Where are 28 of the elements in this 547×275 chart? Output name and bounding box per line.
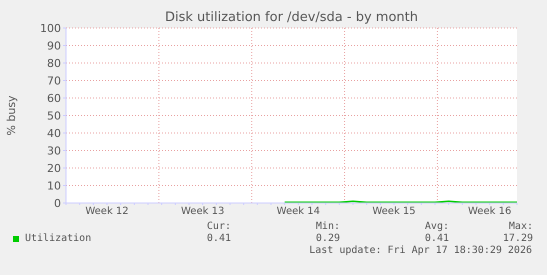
x-tick-label: Week 13 bbox=[181, 206, 224, 218]
x-tick-label: Week 16 bbox=[468, 206, 512, 218]
x-tick-label: Week 15 bbox=[372, 206, 416, 218]
chart-title: Disk utilization for /dev/sda - by month bbox=[164, 10, 419, 25]
x-tick-label: Week 14 bbox=[276, 206, 320, 218]
text: 0.41 bbox=[424, 233, 449, 244]
text: Max: bbox=[508, 221, 533, 232]
text: Min: bbox=[314, 221, 340, 232]
text: Avg: bbox=[424, 221, 449, 232]
y-tick-label: 50 bbox=[47, 109, 61, 122]
y-tick-label: 10 bbox=[47, 179, 61, 192]
y-tick-label: 40 bbox=[47, 126, 61, 140]
y-tick-label: 80 bbox=[47, 56, 61, 70]
text: Last update: Fri Apr 17 18:30:29 2026 bbox=[308, 245, 532, 256]
y-tick-label: 30 bbox=[47, 144, 61, 158]
y-tick-label: 0 bbox=[54, 196, 61, 210]
text: Cur: bbox=[206, 221, 231, 232]
x-tick-label: Week 12 bbox=[85, 206, 129, 218]
text: 0.29 bbox=[314, 233, 340, 244]
y-tick-label: 60 bbox=[47, 92, 61, 105]
text: 17.29 bbox=[502, 233, 533, 244]
y-tick-label: 70 bbox=[47, 74, 61, 88]
legend-label: Utilization bbox=[24, 233, 92, 244]
text: 0.41 bbox=[206, 233, 231, 244]
y-axis-title: % busy bbox=[4, 94, 18, 136]
y-tick-label: 90 bbox=[47, 39, 61, 52]
y-tick-label: 20 bbox=[47, 162, 61, 175]
y-tick-label: 100 bbox=[40, 22, 61, 35]
